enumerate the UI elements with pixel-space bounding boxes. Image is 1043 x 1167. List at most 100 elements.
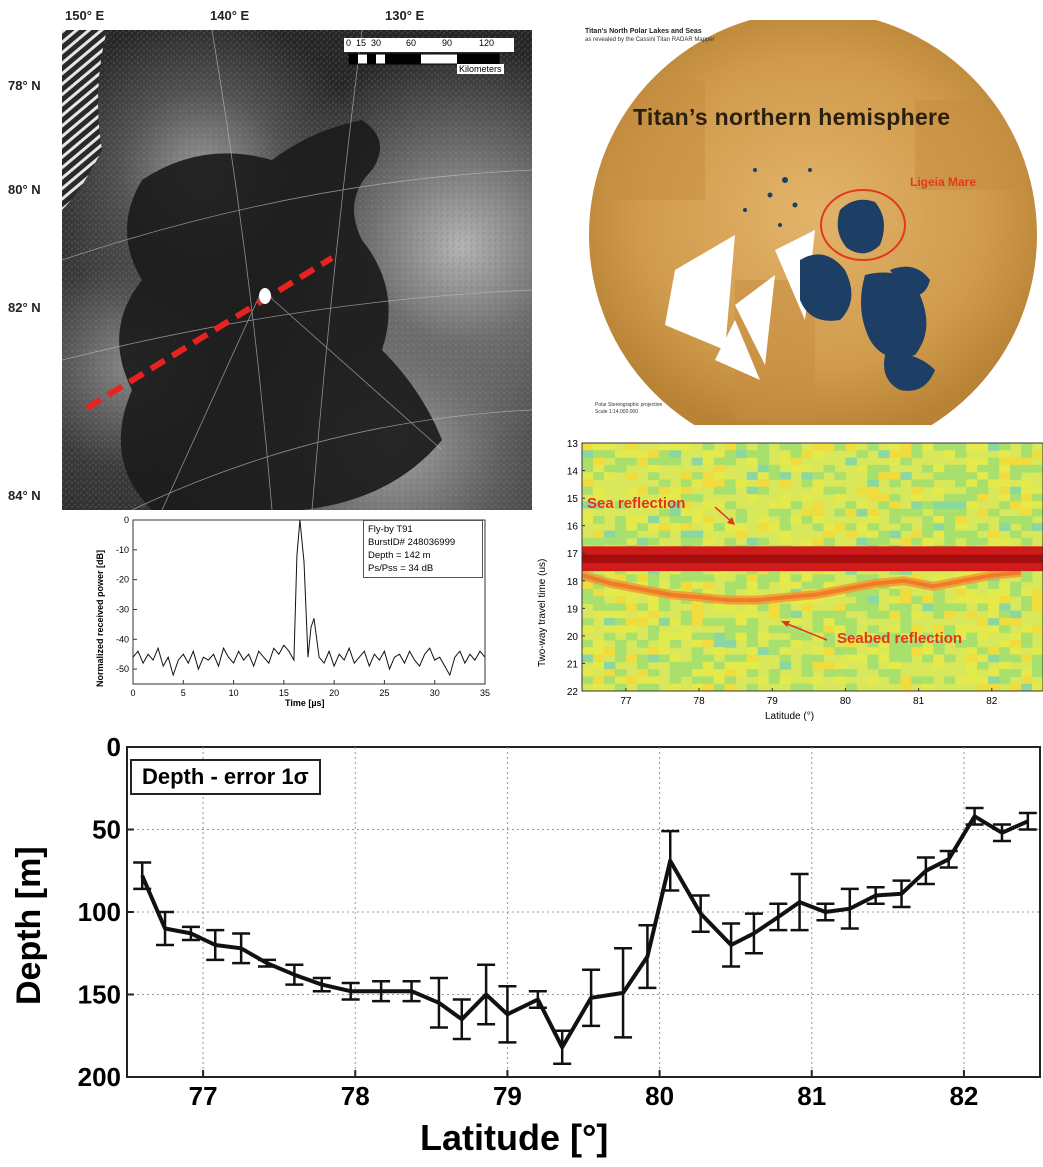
noise-cell [625, 472, 638, 480]
radar-map: 0 15 30 60 90 120 Kilometers [62, 30, 532, 510]
noise-cell [658, 632, 671, 641]
noise-cell [713, 647, 726, 656]
noise-cell [735, 654, 748, 663]
noise-cell [900, 603, 912, 612]
noise-cell [801, 654, 813, 663]
scale-tick: 15 [356, 38, 367, 48]
noise-cell [900, 676, 912, 685]
noise-cell [768, 523, 781, 532]
noise-cell [1010, 494, 1022, 502]
noise-cell [1021, 588, 1033, 597]
noise-cell [680, 443, 693, 451]
noise-cell [636, 486, 649, 495]
noise-cell [1032, 661, 1043, 670]
noise-cell [757, 603, 770, 612]
noise-cell [944, 464, 956, 473]
noise-cell [702, 457, 715, 466]
noise-cell [856, 654, 868, 663]
ligeia-mare-label: Ligeia Mare [910, 175, 977, 189]
noise-cell [977, 472, 989, 480]
noise-cell [966, 654, 978, 663]
noise-cell [812, 479, 824, 488]
y-tick-label: 0 [124, 515, 129, 525]
noise-cell [922, 530, 934, 539]
noise-cell [856, 574, 868, 583]
depth-line [140, 814, 1029, 1050]
noise-cell [658, 603, 671, 612]
noise-cell [647, 625, 660, 634]
x-tick-label: 25 [379, 688, 389, 698]
noise-cell [977, 457, 989, 466]
noise-cell [955, 530, 967, 539]
noise-cell [724, 683, 737, 692]
noise-cell [625, 574, 638, 583]
noise-cell [867, 479, 879, 488]
noise-cell [823, 581, 835, 590]
noise-cell [999, 494, 1011, 502]
noise-cell [713, 632, 726, 641]
noise-cell [669, 661, 682, 670]
noise-cell [1032, 486, 1043, 495]
noise-cell [702, 581, 715, 590]
noise-cell [999, 515, 1011, 524]
noise-cell [636, 450, 649, 459]
lon-label: 130° E [385, 8, 425, 23]
noise-cell [966, 588, 978, 597]
noise-cell [933, 654, 945, 663]
noise-cell [647, 472, 660, 480]
noise-cell [944, 443, 956, 451]
noise-cell [669, 632, 682, 641]
y-tick-label: -30 [116, 604, 129, 614]
noise-cell [669, 669, 682, 677]
lat-label: 78° N [8, 78, 41, 93]
noise-cell [614, 683, 627, 692]
noise-cell [856, 486, 868, 495]
noise-cell [900, 443, 912, 451]
noise-cell [779, 661, 792, 670]
noise-cell [955, 639, 967, 648]
noise-cell [582, 581, 594, 590]
noise-cell [735, 574, 748, 583]
noise-cell [911, 647, 923, 656]
noise-cell [834, 661, 846, 670]
noise-cell [582, 669, 594, 677]
noise-cell [724, 501, 737, 510]
depth-svg: 77 78 79 80 81 82 0 50 100 150 200 [78, 735, 1041, 1111]
noise-cell [779, 581, 792, 590]
noise-cell [922, 537, 934, 546]
noise-cell [1021, 457, 1033, 466]
noise-cell [1010, 683, 1022, 692]
noise-cell [713, 676, 726, 685]
noise-cell [845, 647, 857, 656]
x-tick-label: 81 [797, 1081, 826, 1111]
noise-cell [724, 486, 737, 495]
noise-cell [1032, 596, 1043, 604]
noise-cell [966, 632, 978, 641]
noise-cell [614, 457, 627, 466]
lon-label: 140° E [210, 8, 250, 23]
noise-cell [999, 676, 1011, 685]
noise-cell [988, 625, 1000, 634]
noise-cell [768, 676, 781, 685]
noise-cell [790, 639, 803, 648]
noise-cell [988, 669, 1000, 677]
noise-cell [702, 683, 715, 692]
noise-cell [977, 596, 989, 604]
noise-cell [790, 501, 803, 510]
noise-cell [988, 530, 1000, 539]
noise-cell [1032, 501, 1043, 510]
noise-cell [878, 494, 890, 502]
noise-cell [933, 588, 945, 597]
noise-cell [801, 450, 813, 459]
noise-cell [713, 523, 726, 532]
noise-cell [713, 464, 726, 473]
y-tick-label: -50 [116, 664, 129, 674]
noise-cell [966, 647, 978, 656]
noise-cell [988, 537, 1000, 546]
noise-cell [1021, 523, 1033, 532]
noise-cell [911, 443, 923, 451]
noise-cell [647, 501, 660, 510]
noise-cell [955, 508, 967, 517]
noise-cell [625, 603, 638, 612]
noise-cell [647, 537, 660, 546]
